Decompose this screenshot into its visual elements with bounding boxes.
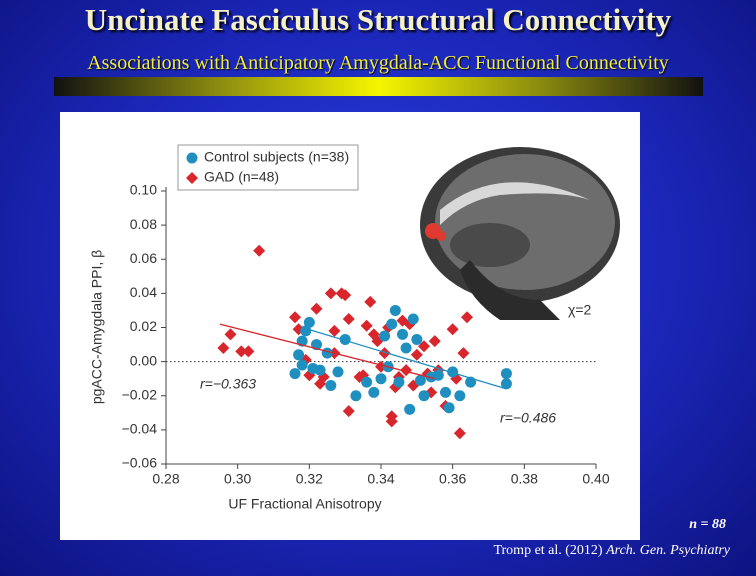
x-tick-label: 0.34	[367, 471, 394, 487]
x-tick-label: 0.30	[224, 471, 251, 487]
point	[364, 295, 377, 308]
point	[389, 304, 401, 316]
annotation: χ=2	[568, 302, 592, 318]
point	[253, 244, 266, 257]
y-axis-label: pgACC-Amygdala PPI, β	[89, 250, 105, 404]
legend-marker	[186, 152, 198, 164]
point	[235, 345, 248, 358]
point	[242, 345, 255, 358]
y-tick-label: 0.00	[130, 352, 157, 368]
legend-marker	[186, 172, 198, 184]
point	[500, 378, 512, 390]
point	[296, 359, 308, 371]
point	[414, 374, 426, 386]
point	[446, 323, 459, 336]
point	[454, 390, 466, 402]
point	[418, 390, 430, 402]
point	[328, 324, 341, 337]
point	[407, 313, 419, 325]
point	[375, 373, 387, 385]
citation-journal: Arch. Gen. Psychiatry	[606, 543, 730, 558]
x-tick-label: 0.32	[296, 471, 323, 487]
point	[400, 342, 412, 354]
x-tick-label: 0.28	[152, 471, 179, 487]
point	[342, 312, 355, 325]
point	[457, 347, 470, 360]
point	[385, 415, 398, 428]
trend-label: r=−0.486	[500, 410, 556, 426]
point	[321, 347, 333, 359]
y-tick-label: 0.04	[130, 284, 157, 300]
point	[397, 328, 408, 340]
x-tick-label: 0.38	[511, 471, 538, 487]
y-tick-label: 0.02	[130, 318, 157, 334]
point	[410, 348, 423, 361]
point	[461, 311, 473, 324]
trend-line	[301, 326, 507, 390]
point	[386, 318, 398, 330]
point	[379, 330, 391, 342]
point	[293, 349, 305, 361]
point	[314, 364, 326, 376]
y-tick-label: 0.10	[130, 182, 157, 198]
point	[378, 347, 391, 360]
point	[360, 319, 373, 332]
slide-title: Uncinate Fasciculus Structural Connectiv…	[84, 2, 672, 37]
point	[368, 386, 380, 398]
point	[428, 335, 441, 348]
point	[411, 333, 423, 345]
point	[325, 380, 337, 392]
point	[447, 366, 459, 378]
x-tick-label: 0.40	[582, 471, 609, 487]
sample-size: n = 88	[689, 517, 726, 532]
point	[361, 376, 373, 388]
point	[453, 427, 466, 440]
point	[310, 302, 323, 315]
y-tick-label: −0.06	[122, 455, 158, 471]
point	[500, 368, 512, 380]
point	[440, 386, 451, 398]
divider-bar	[54, 77, 703, 96]
y-tick-label: −0.04	[122, 421, 158, 437]
point	[432, 369, 444, 381]
brain-image	[420, 147, 620, 320]
point	[342, 405, 355, 418]
point	[324, 287, 337, 300]
citation: Tromp et al. (2012) Arch. Gen. Psychiatr…	[430, 543, 730, 559]
point	[289, 368, 301, 380]
legend-label: GAD (n=48)	[204, 169, 279, 185]
legend-box	[177, 144, 359, 191]
point	[400, 364, 413, 377]
trend-line	[219, 323, 435, 380]
point	[217, 341, 230, 354]
x-axis-label: UF Fractional Anisotropy	[228, 496, 381, 512]
point	[393, 376, 405, 388]
slide-subtitle: Associations with Anticipatory Amygdala-…	[87, 52, 669, 74]
point	[418, 340, 430, 353]
point	[303, 316, 315, 328]
point	[332, 366, 344, 378]
point	[404, 403, 416, 415]
y-tick-label: 0.08	[130, 216, 157, 232]
trend-label: r=−0.363	[200, 376, 256, 392]
point	[339, 333, 351, 345]
point	[350, 390, 362, 402]
citation-text: Tromp et al. (2012)	[493, 543, 607, 558]
y-tick-label: −0.02	[122, 386, 158, 402]
y-tick-label: 0.06	[130, 250, 157, 266]
x-tick-label: 0.36	[439, 471, 466, 487]
point	[224, 328, 237, 341]
legend-label: Control subjects (n=38)	[204, 149, 349, 165]
point	[443, 402, 455, 414]
point	[289, 311, 301, 324]
point	[339, 289, 352, 302]
